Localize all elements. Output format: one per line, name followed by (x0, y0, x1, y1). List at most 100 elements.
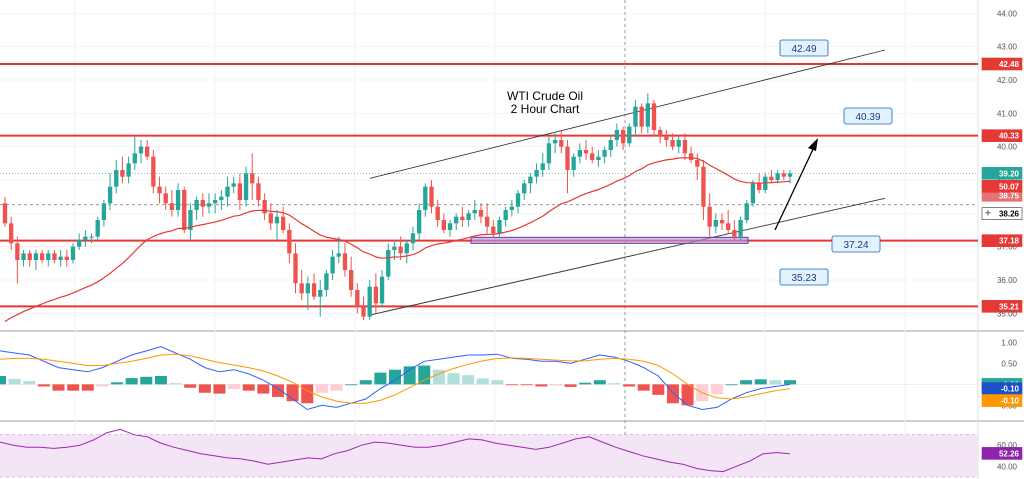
candle-body-125 (775, 173, 780, 180)
candle-body-38 (237, 183, 243, 200)
candle-body-26 (163, 193, 168, 204)
price-tag-0: 42.48 (999, 60, 1020, 69)
candle-body-97 (602, 150, 607, 157)
candle-body-22 (138, 146, 144, 154)
candle-body-116 (719, 220, 725, 224)
candle-body-52 (324, 273, 329, 290)
candle-body-23 (145, 146, 150, 157)
macd-histogram-bar-13 (184, 384, 197, 388)
candle-body-50 (311, 283, 317, 297)
callout-box-2 (831, 235, 881, 253)
projection-arrow-head (808, 138, 818, 151)
candle-body-21 (132, 153, 137, 164)
candle-body-75 (466, 213, 471, 220)
candle-body-99 (614, 130, 620, 140)
candle-body-120 (744, 203, 749, 220)
candle-body-5 (33, 253, 39, 260)
macd-histogram-bar-53 (769, 380, 782, 385)
candle-body-104 (645, 103, 650, 127)
candle-body-114 (707, 206, 712, 227)
candle-body-1 (9, 223, 14, 244)
candle-body-67 (416, 210, 422, 234)
candle-body-46 (287, 230, 292, 254)
candle-body-47 (293, 253, 298, 284)
macd-tag-1: -0.10 (1001, 385, 1020, 394)
candle-body-57 (355, 290, 360, 307)
macd-histogram-bar-9 (125, 378, 138, 385)
candle-body-13 (83, 236, 88, 240)
candle-body-109 (676, 140, 681, 147)
candle-body-0 (2, 203, 8, 224)
macd-tag-2: -0.10 (1001, 397, 1020, 406)
candle-body-117 (726, 223, 731, 230)
channel-lower-line (369, 197, 886, 316)
macd-histogram-bar-10 (140, 376, 153, 385)
candle-body-14 (89, 236, 94, 238)
macd-histogram-bar-6 (81, 384, 94, 391)
price-axis-tick-7: 37.00 (997, 243, 1018, 252)
candle-body-81 (503, 210, 508, 220)
macd-histogram-bar-3 (37, 384, 50, 387)
macd-histogram-bar-27 (389, 369, 401, 385)
candle-body-40 (250, 173, 255, 184)
candle-body-83 (515, 193, 521, 207)
candle-body-100 (620, 130, 626, 144)
price-tag-5: 37.18 (999, 237, 1020, 246)
candle-body-91 (565, 146, 570, 170)
macd-histogram-bar-50 (725, 384, 738, 386)
macd-histogram-bar-54 (784, 380, 796, 385)
callout-label-0: 42.49 (791, 44, 816, 55)
candle-body-8 (52, 253, 57, 260)
price-tag-2-bg (981, 167, 1023, 180)
macd-histogram-bar-44 (637, 384, 650, 391)
candle-body-66 (410, 233, 416, 244)
candle-body-110 (682, 140, 688, 154)
price-tag-4-bg (981, 207, 1023, 220)
candle-body-102 (633, 106, 638, 127)
price-tag-6: 35.21 (999, 302, 1020, 311)
moving-average (4, 157, 791, 323)
macd-histogram-bar-39 (564, 384, 577, 387)
candle-body-41 (256, 183, 261, 200)
macd-histogram-bar-40 (579, 382, 592, 385)
candle-body-68 (423, 186, 428, 210)
rsi-line (0, 428, 791, 473)
macd-histogram-bar-41 (593, 380, 606, 385)
candle-body-12 (77, 240, 82, 247)
macd-histogram-bar-31 (447, 373, 460, 385)
price-axis-tick-1: 43.00 (997, 43, 1018, 52)
candle-body-45 (280, 216, 286, 230)
candle-body-65 (404, 243, 409, 254)
candle-body-54 (336, 253, 341, 257)
candle-body-24 (151, 156, 156, 187)
macd-histogram-bar-1 (8, 378, 21, 385)
macd-histogram-bar-38 (549, 384, 562, 386)
candle-body-3 (21, 253, 26, 260)
price-tag-1: 40.33 (999, 132, 1020, 141)
candle-body-2 (15, 243, 20, 260)
candle-body-122 (756, 183, 762, 190)
candle-body-119 (738, 220, 743, 237)
macd-axis-tick-1: 0.50 (1001, 359, 1017, 368)
candle-body-32 (200, 200, 205, 207)
macd-histogram-bar-8 (111, 382, 124, 385)
candle-body-34 (212, 200, 218, 204)
macd-histogram-bar-33 (476, 378, 489, 385)
callout-label-3: 35.23 (791, 273, 816, 284)
candle-body-36 (225, 186, 230, 197)
candle-body-49 (305, 283, 311, 294)
candle-body-73 (454, 216, 459, 224)
callout-label-1: 40.39 (855, 112, 880, 123)
candle-body-70 (435, 206, 440, 220)
candle-body-27 (169, 203, 175, 210)
chart-title-line-2: 2 Hour Chart (511, 102, 580, 116)
candle-body-25 (157, 186, 162, 194)
price-tags: 42.48 40.33 39.20 38.75 38.26 37.18 35.21 +50.0… (981, 57, 1023, 460)
candle-body-18 (114, 170, 119, 187)
candle-body-89 (552, 140, 558, 144)
candle-body-121 (750, 183, 756, 204)
macd-axis-tick-0: 1.00 (1001, 338, 1017, 347)
macd-histogram-bar-19 (271, 384, 284, 397)
candle-body-118 (732, 230, 737, 237)
